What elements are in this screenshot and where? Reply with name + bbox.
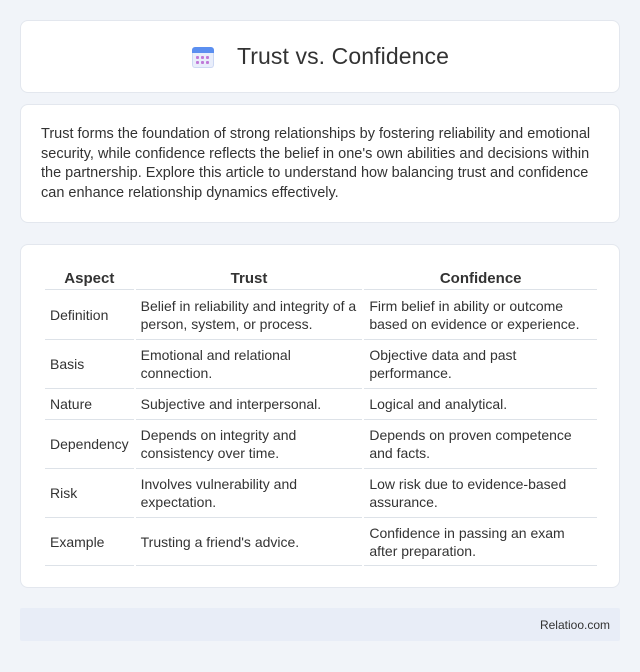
cell-aspect: Basis [45, 339, 134, 388]
page-title: Trust vs. Confidence [236, 43, 450, 69]
header-card: Trust vs. Confidence [20, 20, 620, 93]
cell-aspect: Definition [45, 289, 134, 339]
table-row: Nature Subjective and interpersonal. Log… [45, 388, 597, 419]
cell-trust: Involves vulnerability and expectation. [135, 468, 363, 517]
cell-confidence: Low risk due to evidence-based assurance… [364, 468, 597, 517]
cell-aspect: Dependency [45, 419, 134, 468]
table-header-row: Aspect Trust Confidence [45, 265, 597, 289]
header: Trust vs. Confidence [191, 43, 449, 70]
column-header-aspect: Aspect [64, 270, 115, 287]
cell-confidence: Firm belief in ability or outcome based … [364, 289, 597, 339]
cell-trust: Depends on integrity and consistency ove… [135, 419, 363, 468]
cell-confidence: Confidence in passing an exam after prep… [364, 517, 597, 566]
cell-aspect: Risk [45, 468, 134, 517]
comparison-table: Aspect Trust Confidence Definition Belie… [43, 265, 599, 566]
table-row: Definition Belief in reliability and int… [45, 289, 597, 339]
cell-confidence: Logical and analytical. [364, 388, 597, 419]
column-header-confidence: Confidence [439, 270, 522, 287]
table-row: Example Trusting a friend's advice. Conf… [45, 517, 597, 566]
cell-trust: Trusting a friend's advice. [135, 517, 363, 566]
cell-confidence: Objective data and past performance. [364, 339, 597, 388]
footer-brand: Relatioo.com [539, 617, 610, 632]
cell-trust: Emotional and relational connection. [135, 339, 363, 388]
footer: Relatioo.com [20, 608, 620, 641]
calendar-icon [191, 45, 215, 69]
cell-trust: Belief in reliability and integrity of a… [135, 289, 363, 339]
cell-trust: Subjective and interpersonal. [135, 388, 363, 419]
cell-confidence: Depends on proven competence and facts. [364, 419, 597, 468]
cell-aspect: Nature [45, 388, 134, 419]
table-row: Risk Involves vulnerability and expectat… [45, 468, 597, 517]
intro-text: Trust forms the foundation of strong rel… [41, 126, 591, 201]
cell-aspect: Example [45, 517, 134, 566]
comparison-card: Aspect Trust Confidence Definition Belie… [20, 244, 620, 588]
intro-card: Trust forms the foundation of strong rel… [20, 104, 620, 223]
table-row: Basis Emotional and relational connectio… [45, 339, 597, 388]
column-header-trust: Trust [230, 270, 268, 287]
table-row: Dependency Depends on integrity and cons… [45, 419, 597, 468]
